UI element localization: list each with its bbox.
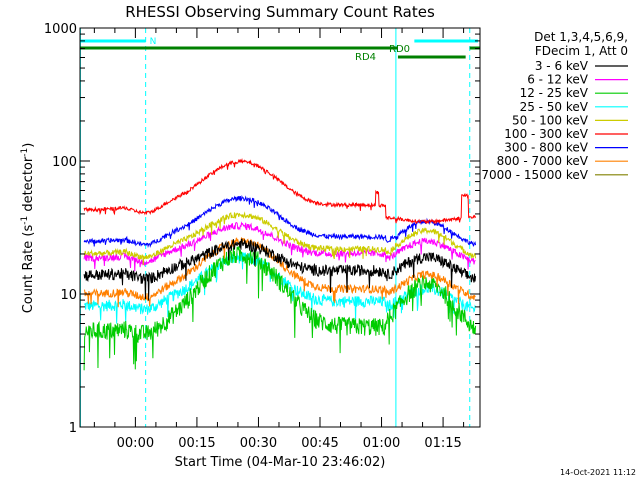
series-line [83, 246, 477, 371]
legend-entry-label: 3 - 6 keV [535, 59, 589, 73]
legend: Det 1,3,4,5,6,9, FDecim 1, Att 0 3 - 6 k… [481, 30, 628, 182]
legend-header-1: Det 1,3,4,5,6,9, [534, 30, 628, 44]
legend-entry-label: 100 - 300 keV [504, 127, 588, 141]
y-tick-label: 100 [52, 155, 77, 170]
rd0-label: RD0 [389, 44, 410, 55]
y-axis-label-sup2: -1 [20, 148, 30, 157]
series-line [83, 194, 477, 249]
chart-title: RHESSI Observing Summary Count Rates [125, 3, 435, 21]
legend-entry-label: 25 - 50 keV [520, 100, 589, 114]
legend-entry-label: 50 - 100 keV [512, 113, 589, 127]
x-axis: 00:00 00:15 00:30 00:45 01:00 01:15 [93, 28, 465, 451]
legend-entry-label: 6 - 12 keV [527, 73, 589, 87]
y-tick-label: 1000 [44, 22, 77, 37]
legend-entry-label: 12 - 25 keV [520, 86, 589, 100]
series-line [83, 211, 477, 266]
plot-frame [79, 27, 481, 428]
y-axis-label-end: ) [21, 143, 36, 148]
x-tick-label: 00:45 [301, 436, 338, 451]
x-tick-label: 00:15 [178, 436, 215, 451]
y-axis-label-sup1: -1 [20, 216, 30, 225]
x-tick-label: 00:30 [240, 436, 277, 451]
x-tick-label: 00:00 [117, 436, 154, 451]
y-tick-label: 1 [69, 421, 77, 436]
x-tick-label: 01:00 [363, 436, 400, 451]
y-tick-label: 10 [60, 288, 77, 303]
night-label: N [150, 37, 157, 47]
series-line [83, 238, 477, 301]
legend-entry-label: 300 - 800 keV [504, 141, 588, 155]
rd4-label: RD4 [355, 52, 376, 63]
legend-header-2: FDecim 1, Att 0 [535, 44, 628, 58]
x-tick-label: 01:15 [424, 436, 461, 451]
legend-entry-label: 800 - 7000 keV [497, 154, 589, 168]
y-axis-label: Count Rate (s-1 detector-1) [20, 143, 36, 314]
legend-entry-label: 7000 - 15000 keV [481, 168, 588, 182]
timestamp: 14-Oct-2021 11:12 [560, 468, 636, 477]
plot-area: N RD0 RD4 [79, 28, 480, 427]
x-axis-label: Start Time (04-Mar-10 23:46:02) [175, 455, 386, 470]
y-axis-label-main: Count Rate (s [21, 225, 36, 314]
series-line [83, 221, 476, 272]
y-axis-label-mid: detector [21, 156, 36, 216]
series-line [83, 157, 477, 225]
y-axis: 1 10 100 1000 [44, 22, 480, 436]
